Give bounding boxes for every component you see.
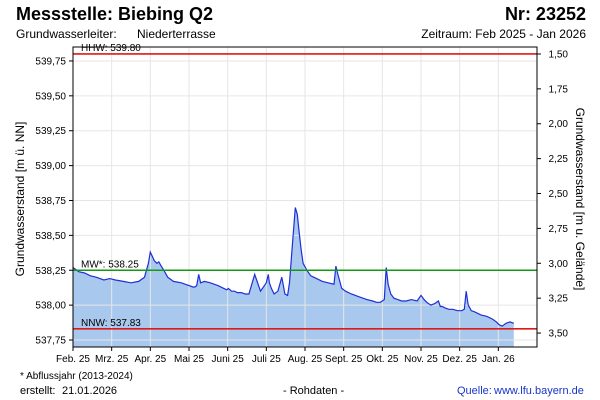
period-label: Zeitraum: Feb 2025 - Jan 2026	[421, 27, 586, 41]
y2-tick-label: 2,25	[549, 154, 569, 165]
station-number: Nr: 23252	[504, 4, 586, 24]
x-tick-label: Juni 25	[212, 354, 245, 365]
created-label: erstellt:	[20, 385, 56, 397]
y2-tick-label: 3,50	[549, 329, 569, 340]
plot-frame	[72, 46, 538, 348]
x-tick-label: Aug. 25	[288, 354, 323, 365]
x-tick-label: Feb. 25	[56, 354, 90, 365]
x-tick-label: Juli 25	[252, 354, 281, 365]
y-tick-label: 538,25	[35, 266, 66, 277]
y2-axis-label: Grundwasserstand [m u. Gelände]	[573, 108, 587, 291]
hhw-label: HHW: 539.80	[81, 43, 141, 54]
x-tick-label: Dez. 25	[442, 354, 477, 365]
y-tick-label: 539,50	[35, 91, 66, 102]
x-tick-label: Nov. 25	[404, 354, 438, 365]
raw-data-note: - Rohdaten -	[283, 385, 345, 397]
y-tick-label: 538,50	[35, 231, 66, 242]
x-tick-label: Okt. 25	[366, 354, 399, 365]
mw-label: MW*: 538.25	[81, 259, 139, 270]
right-axis: 1,50 1,75 2,00 2,25 2,50 2,75 3,00 3,25 3,50	[537, 49, 569, 340]
source-link[interactable]: www.lfu.bayern.de	[494, 385, 584, 397]
source-label: Quelle:	[457, 385, 492, 397]
water-level-line	[72, 207, 515, 327]
y-tick-label: 539,00	[35, 161, 66, 172]
x-tick-label: Jan. 26	[482, 354, 515, 365]
y2-tick-label: 1,50	[549, 49, 569, 60]
water-level-area	[73, 207, 514, 347]
y-tick-label: 539,25	[35, 126, 66, 137]
y-axis-label: Grundwasserstand [m ü. NN]	[13, 122, 27, 277]
page-title: Messstelle: Biebing Q2	[16, 4, 214, 24]
x-tick-label: Sept. 25	[325, 354, 363, 365]
x-tick-label: Apr. 25	[134, 354, 166, 365]
footnote: * Abflussjahr (2013-2024)	[20, 371, 133, 382]
y2-tick-label: 2,00	[549, 119, 569, 130]
reference-lines: HHW: 539.80 MW*: 538.25 NNW: 537.83	[73, 43, 537, 330]
y-tick-label: 538,00	[35, 301, 66, 312]
y2-tick-label: 3,00	[549, 259, 569, 270]
y2-tick-label: 2,50	[549, 189, 569, 200]
x-tick-label: Mrz. 25	[95, 354, 129, 365]
aquifer-label: Grundwasserleiter:	[16, 27, 117, 41]
aquifer-value: Niederterrasse	[137, 27, 216, 41]
y-tick-label: 539,75	[35, 56, 66, 67]
created-date: 21.01.2026	[62, 385, 118, 397]
x-axis: Feb. 25 Mrz. 25 Apr. 25 Mai 25 Juni 25 Juli 2…	[56, 347, 515, 365]
nnw-label: NNW: 537.83	[81, 318, 141, 329]
y-tick-label: 537,75	[35, 336, 66, 347]
y-tick-label: 538,75	[35, 196, 66, 207]
x-tick-label: Mai 25	[174, 354, 204, 365]
y2-tick-label: 1,75	[549, 84, 569, 95]
y2-tick-label: 2,75	[549, 224, 569, 235]
left-axis: 537,75 538,00 538,25 538,50 538,75 539,00 539,…	[35, 56, 73, 347]
y2-tick-label: 3,25	[549, 294, 569, 305]
